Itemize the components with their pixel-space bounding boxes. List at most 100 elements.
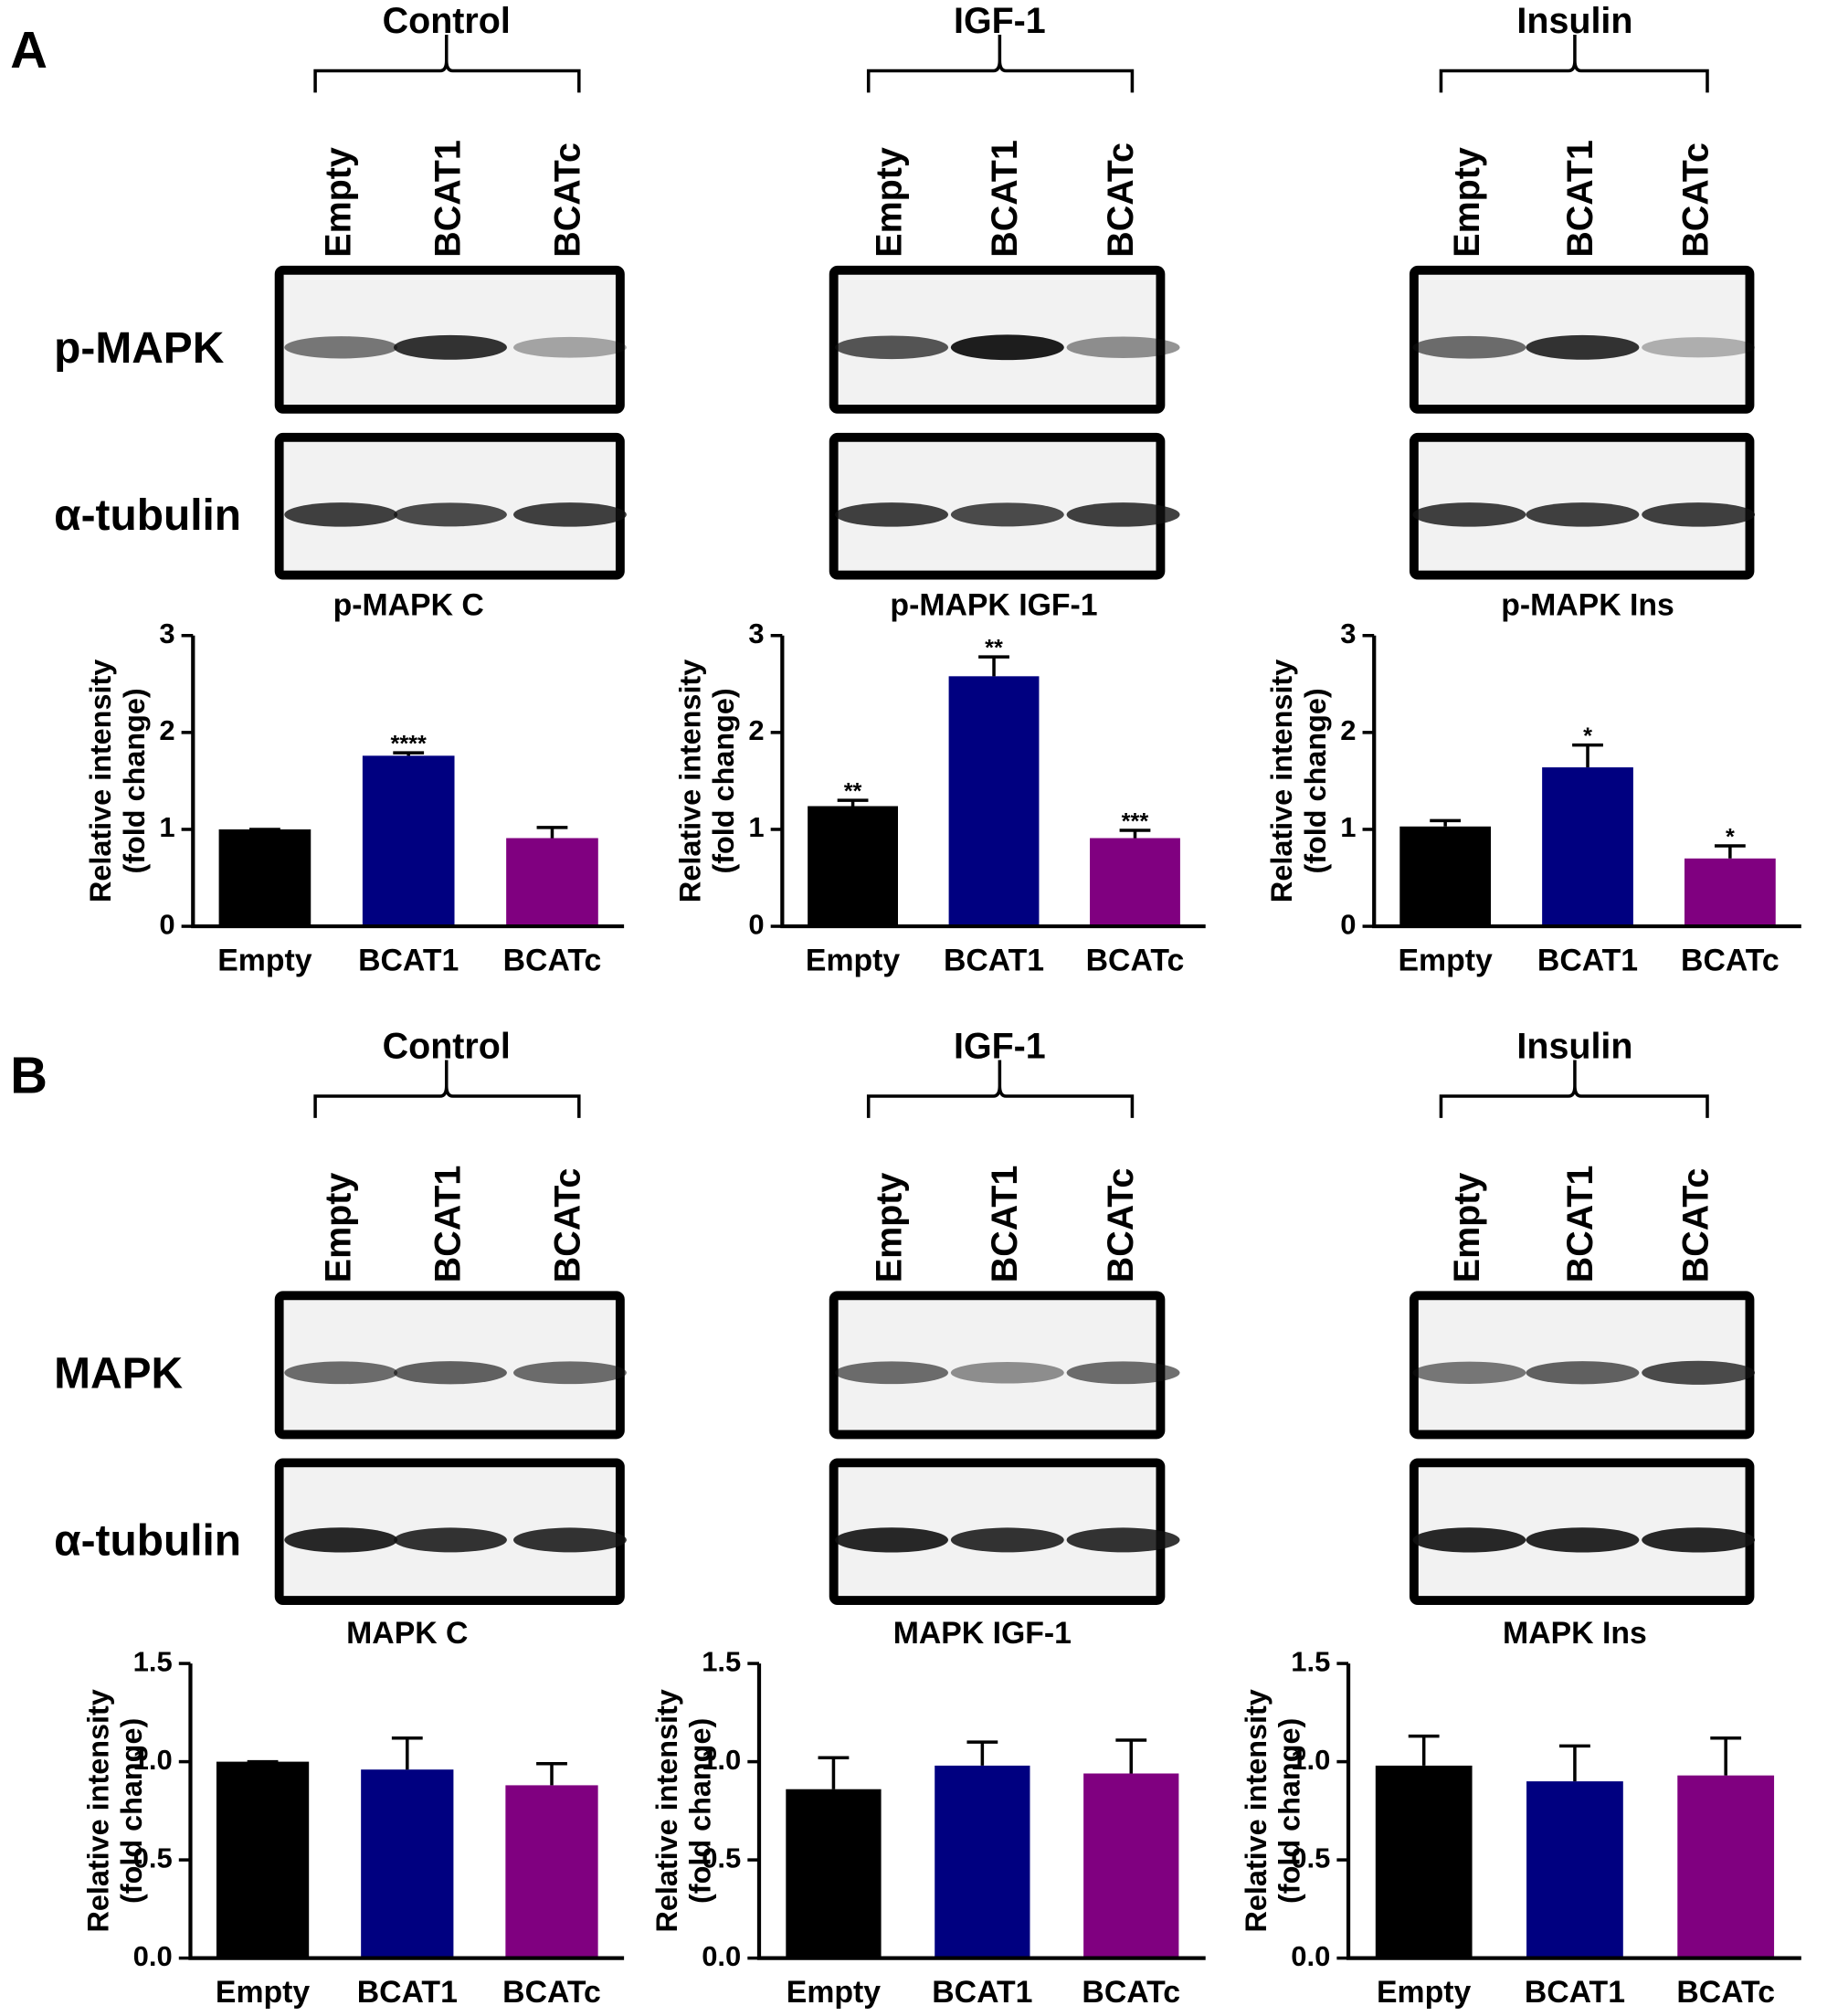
blot-band: [1642, 502, 1756, 527]
blot-band: [835, 502, 949, 527]
y-axis-label: Relative intensity: [81, 1689, 114, 1932]
panel-label: A: [10, 21, 48, 79]
group-label: Control: [383, 1026, 511, 1066]
lane-label: BCAT1: [1560, 140, 1600, 257]
row-label: α-tubulin: [54, 1517, 241, 1566]
y-tick-label: 1.0: [1291, 1744, 1330, 1776]
blot-band: [950, 1527, 1064, 1553]
bar: [1677, 1775, 1775, 1958]
blot-band: [393, 1361, 507, 1385]
bracket: [1439, 35, 1709, 93]
error-bar: [1710, 1736, 1742, 1776]
axis-line: [1346, 1663, 1801, 1960]
blot-band: [1642, 337, 1756, 358]
axis-line: [191, 635, 625, 929]
bar: [505, 1785, 598, 1958]
bar: [808, 806, 898, 927]
y-axis-label: (fold change): [118, 688, 151, 873]
blot-band: [835, 1361, 949, 1385]
bar: [218, 829, 312, 927]
x-tick-label: BCAT1: [1537, 943, 1638, 977]
bracket: [866, 1060, 1135, 1118]
x-tick-label: BCAT1: [944, 943, 1044, 977]
x-tick-label: Empty: [216, 1975, 310, 2010]
chart-title: p-MAPK C: [333, 588, 484, 623]
row-label: α-tubulin: [54, 491, 241, 540]
bar: [1542, 767, 1633, 927]
y-tick-label: 2: [748, 714, 764, 746]
x-tick-label: Empty: [217, 943, 312, 977]
bar: [216, 1761, 310, 1958]
bar: [786, 1789, 882, 1958]
axis-line: [188, 1663, 625, 1960]
y-tick-label: 0.0: [1291, 1940, 1330, 1972]
blot-band: [1066, 502, 1180, 527]
bar: [1526, 1781, 1623, 1958]
error-bar: [1572, 743, 1603, 768]
lane-label: Empty: [1447, 1173, 1487, 1283]
y-tick-label: 0: [159, 908, 174, 940]
error-bar: [393, 751, 425, 756]
blot-band: [284, 502, 398, 527]
y-tick-label: 1.0: [702, 1744, 741, 1776]
y-tick-label: 0: [748, 908, 764, 940]
y-tick-label: 3: [159, 617, 174, 649]
lane-label: BCAT1: [428, 140, 468, 258]
significance-label: **: [844, 778, 862, 804]
y-axis-label: (fold change): [115, 1718, 148, 1904]
chart-title: MAPK IGF-1: [893, 1616, 1072, 1651]
error-bar: [1115, 1738, 1147, 1774]
bar: [1375, 1765, 1473, 1958]
bar: [1684, 858, 1776, 927]
lane-label: BCAT1: [1560, 1166, 1600, 1283]
y-tick-label: 1: [748, 811, 764, 843]
chart-title: p-MAPK IGF-1: [890, 588, 1097, 623]
axis-line: [756, 1663, 1206, 1960]
lane-label: Empty: [869, 1173, 909, 1283]
blot-band: [835, 1527, 949, 1553]
y-axis-label: (fold change): [1299, 688, 1332, 873]
significance-label: ****: [390, 731, 427, 756]
row-label: MAPK: [54, 1350, 183, 1399]
blot-band: [1526, 502, 1640, 527]
group-label: IGF-1: [954, 1026, 1046, 1066]
lane-label: BCATc: [1676, 1168, 1716, 1283]
blot-band: [512, 1527, 627, 1553]
group-label: IGF-1: [954, 1, 1046, 41]
chart-title: p-MAPK Ins: [1501, 588, 1674, 623]
row-label: p-MAPK: [54, 324, 225, 373]
y-axis-label: Relative intensity: [1265, 660, 1298, 902]
error-bar: [837, 798, 869, 807]
significance-label: **: [985, 635, 1003, 660]
x-tick-label: Empty: [1377, 1975, 1471, 2010]
bar: [506, 838, 598, 927]
blot-band: [1642, 1527, 1756, 1553]
significance-label: *: [1583, 723, 1592, 749]
blot-band: [284, 1361, 398, 1385]
x-tick-label: Empty: [787, 1975, 881, 2010]
bar: [361, 1769, 454, 1958]
blot-band: [1066, 1527, 1180, 1553]
blot-band: [1066, 336, 1180, 359]
axis-line: [780, 635, 1206, 929]
blot-band: [393, 334, 507, 360]
bar: [935, 1765, 1030, 1958]
lane-label: BCATc: [1101, 142, 1141, 258]
lane-label: BCATc: [547, 142, 587, 258]
error-bar: [536, 826, 568, 839]
lane-label: Empty: [319, 1173, 359, 1283]
bracket: [313, 1060, 581, 1118]
y-tick-label: 1.5: [133, 1645, 173, 1677]
y-tick-label: 3: [748, 617, 764, 649]
lane-label: BCATc: [547, 1168, 587, 1283]
x-tick-label: BCATc: [1681, 943, 1779, 977]
lane-label: BCAT1: [428, 1166, 468, 1283]
blot-band: [950, 1362, 1064, 1384]
y-tick-label: 0.5: [1291, 1842, 1330, 1874]
bar: [1399, 826, 1492, 927]
y-axis-label: (fold change): [1273, 1718, 1306, 1904]
blot-band: [1526, 334, 1640, 360]
y-axis-label: (fold change): [707, 688, 740, 873]
